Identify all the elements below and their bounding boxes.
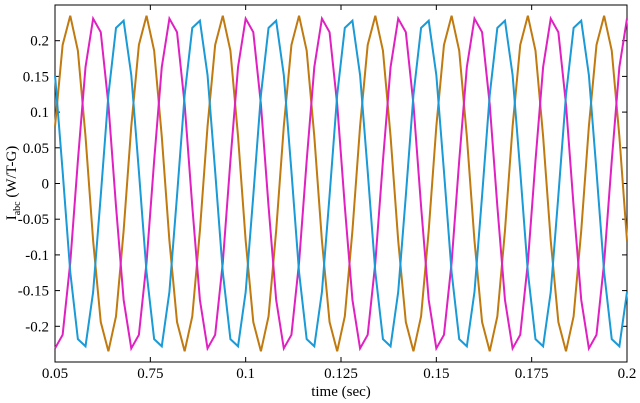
x-axis-label: time (sec) — [311, 384, 371, 400]
x-tick-label: 0.175 — [515, 366, 549, 382]
series-line — [54, 18, 628, 349]
x-tick-label: 0.05 — [42, 366, 68, 382]
y-tick-label: 0.05 — [23, 141, 49, 157]
y-tick-label: 0.2 — [30, 34, 49, 50]
y-tick-label: 0.15 — [23, 69, 49, 85]
y-label-main: I — [4, 215, 20, 220]
x-tick-label: 0.125 — [324, 366, 358, 382]
y-tick-label: -0.2 — [25, 319, 49, 335]
series-line — [54, 15, 628, 352]
y-tick-label: -0.05 — [18, 212, 49, 228]
y-label-subscript: abc — [12, 201, 23, 215]
y-tick-label: 0 — [42, 177, 50, 193]
x-tick-label: 0.2 — [618, 366, 637, 382]
x-tick-label: 0.1 — [236, 366, 255, 382]
y-tick-label: -0.15 — [18, 284, 49, 300]
y-axis-label: Iabc (W/T-G) — [4, 146, 23, 221]
series-line — [54, 15, 628, 352]
y-tick-label: -0.1 — [25, 248, 49, 264]
x-tick-label: 0.75 — [137, 366, 163, 382]
x-tick-label: 0.15 — [423, 366, 449, 382]
y-tick-label: 0.1 — [30, 105, 49, 121]
y-label-unit: (W/T-G) — [4, 146, 20, 202]
